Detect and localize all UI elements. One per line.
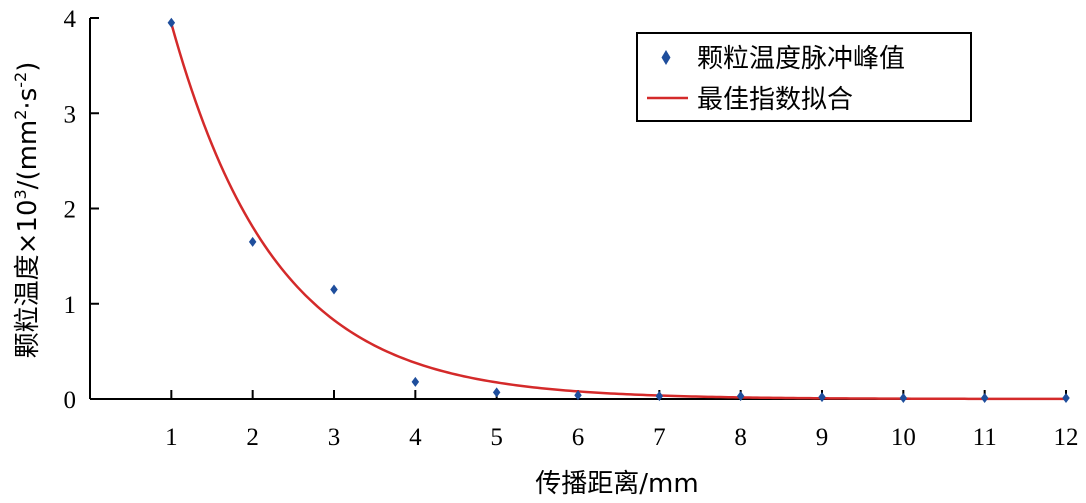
data-point [167, 17, 176, 28]
y-tick-label: 3 [64, 101, 77, 128]
y-tick-label: 2 [64, 197, 77, 224]
fit-line [170, 23, 1066, 401]
data-point [980, 393, 989, 404]
x-tick-label: 10 [891, 424, 916, 451]
x-tick-label: 3 [328, 424, 341, 451]
x-tick-label: 4 [409, 424, 422, 451]
y-axis-title-unit-neg: -2 [11, 72, 30, 88]
x-tick-label: 6 [572, 424, 585, 451]
x-tick-label: 8 [734, 424, 747, 451]
y-axis-title-main: 颗粒温度×10 [13, 199, 43, 358]
data-point [899, 393, 908, 404]
x-axis-title: 传播距离/mm [535, 469, 698, 499]
x-tick-label: 11 [973, 424, 997, 451]
svg-text:颗粒温度×103/(mm2·s-2): 颗粒温度×103/(mm2·s-2) [11, 62, 43, 359]
y-tick-label: 0 [64, 387, 77, 414]
legend: 颗粒温度脉冲峰值 最佳指数拟合 [636, 32, 972, 122]
x-tick-label: 1 [165, 424, 178, 451]
legend-scatter-label: 颗粒温度脉冲峰值 [697, 44, 905, 74]
x-tick-label: 2 [246, 424, 259, 451]
y-axis-title-unit-mid: ·s [13, 88, 43, 110]
data-points [167, 17, 1070, 404]
data-point [818, 392, 826, 403]
x-tick-label: 5 [490, 424, 503, 451]
legend-fit-label: 最佳指数拟合 [697, 85, 853, 115]
data-point [574, 390, 582, 401]
fit-line-group [170, 23, 1066, 401]
data-point [736, 391, 745, 402]
data-point [1062, 393, 1070, 404]
data-point [411, 376, 420, 387]
y-axis-title-exp: 3 [11, 189, 30, 199]
y-axis-title-unit-open: /(mm [13, 120, 43, 190]
data-point [655, 391, 664, 402]
x-tick-label: 9 [816, 424, 829, 451]
data-point [330, 284, 338, 295]
legend-box [636, 32, 972, 122]
y-tick-label: 1 [64, 292, 77, 319]
y-axis-title: 颗粒温度×103/(mm2·s-2) [11, 62, 43, 359]
x-tick-label: 7 [653, 424, 666, 451]
data-point [492, 387, 501, 398]
y-axis-title-unit-sq: 2 [11, 110, 30, 120]
y-axis-title-unit-close: ) [13, 62, 43, 72]
x-tick-label: 12 [1054, 424, 1079, 451]
y-tick-label: 4 [64, 6, 77, 33]
legend-diamond-marker [661, 50, 671, 65]
data-point [248, 236, 257, 247]
